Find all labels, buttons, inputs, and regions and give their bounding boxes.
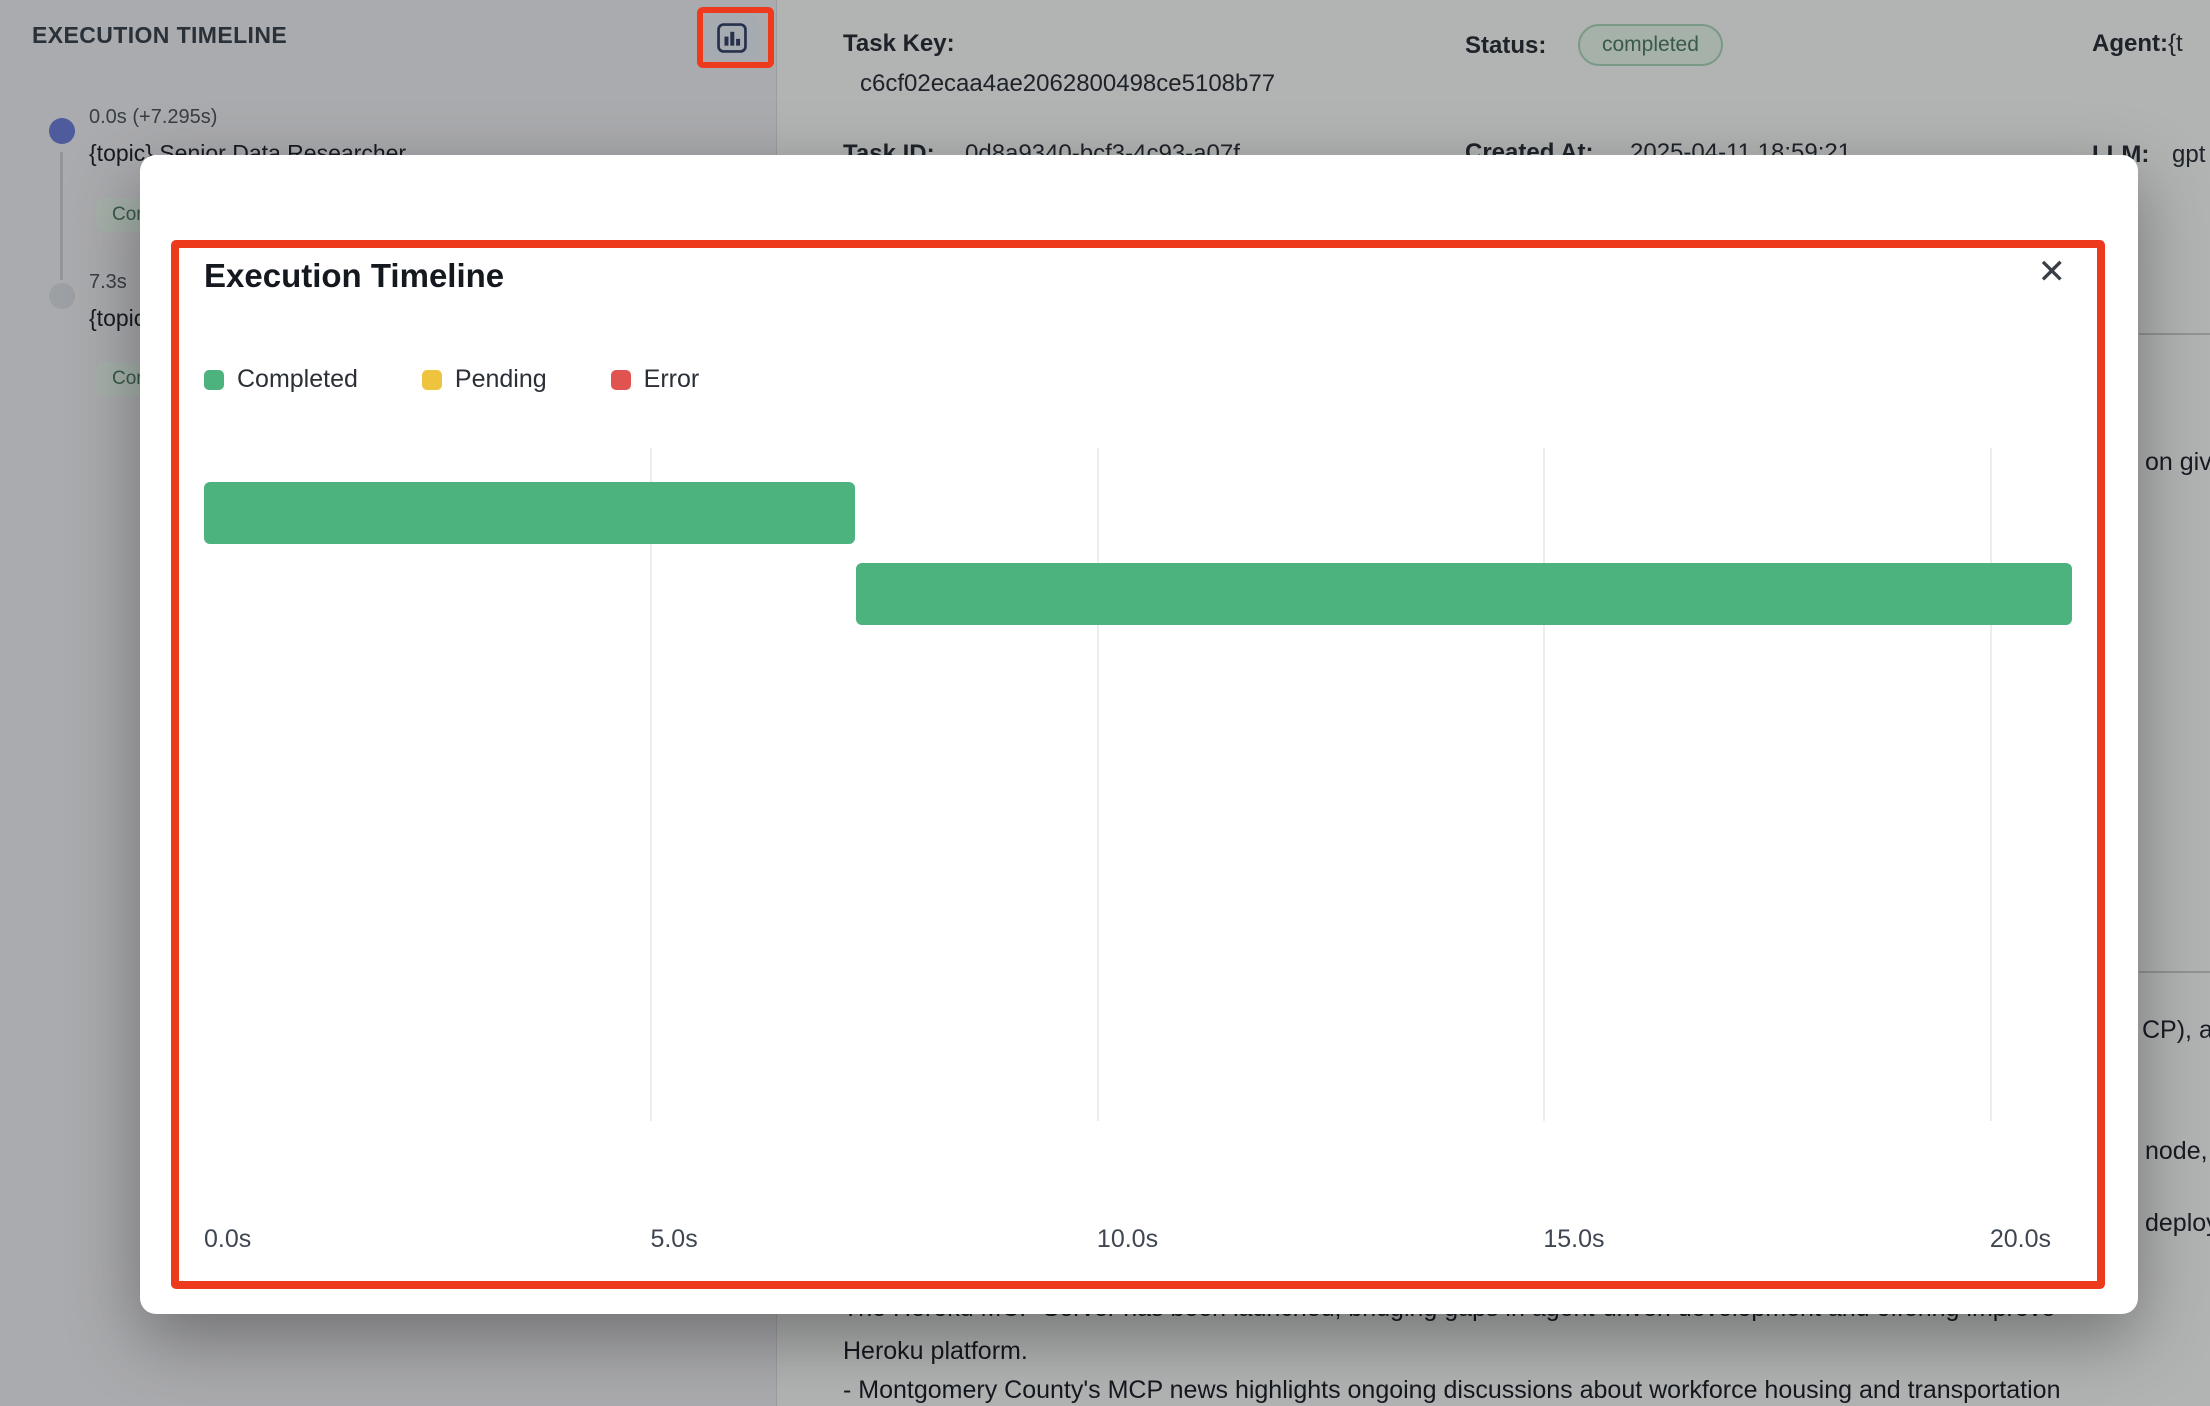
text-fragment: on giv — [2145, 448, 2210, 476]
timeline-connector-line — [60, 152, 63, 280]
gantt-bar-completed[interactable] — [204, 482, 856, 544]
gridline — [650, 448, 653, 1121]
legend-item-error: Error — [610, 365, 700, 394]
text-fragment: node, — [2145, 1137, 2208, 1165]
legend-label: Completed — [237, 365, 358, 393]
sidebar-title: EXECUTION TIMELINE — [32, 22, 288, 48]
gridline — [1096, 448, 1099, 1121]
axis-tick-label: 15.0s — [1543, 1225, 1605, 1253]
bar-chart-icon — [715, 21, 749, 55]
legend-label: Pending — [454, 365, 547, 393]
modal-title: Execution Timeline — [204, 257, 505, 294]
text-fragment: CP), a — [2142, 1016, 2210, 1044]
llm-value: gpt — [2172, 141, 2206, 168]
pending-swatch-icon — [421, 369, 442, 390]
task-key-value: c6cf02ecaa4ae2062800498ce5108b77 — [860, 70, 1276, 97]
divider — [2139, 971, 2210, 973]
event-time: 0.0s (+7.295s) — [89, 106, 218, 128]
timeline-dot-active — [49, 118, 75, 144]
legend-label: Error — [643, 365, 700, 393]
agent-label: Agent: — [2092, 30, 2168, 57]
gantt-bar-completed[interactable] — [855, 563, 2072, 625]
gantt-axis: 0.0s 5.0s 10.0s 15.0s 20.0s — [204, 1225, 2072, 1259]
legend-item-completed: Completed — [204, 365, 358, 394]
gantt-plot — [204, 448, 2072, 1121]
completed-swatch-icon — [204, 369, 224, 390]
legend-item-pending: Pending — [421, 365, 547, 394]
gridline — [1989, 448, 1992, 1121]
axis-tick-label: 20.0s — [1989, 1225, 2052, 1253]
axis-tick-label: 10.0s — [1096, 1225, 1159, 1253]
event-time: 7.3s — [89, 271, 127, 293]
error-swatch-icon — [610, 369, 631, 390]
axis-tick-label: 0.0s — [204, 1225, 252, 1253]
execution-timeline-modal: Execution Timeline ✕ Completed Pending E… — [140, 155, 2138, 1314]
task-key-label: Task Key: — [843, 30, 955, 57]
timeline-dot-inactive — [49, 283, 75, 309]
timeline-chart-icon-button[interactable] — [705, 14, 758, 61]
close-icon[interactable]: ✕ — [2037, 253, 2067, 291]
text-fragment: deploy — [2145, 1209, 2210, 1237]
gridline — [1543, 448, 1546, 1121]
result-text-line: Heroku platform. — [843, 1337, 1028, 1365]
axis-tick-label: 5.0s — [650, 1225, 698, 1253]
divider — [2139, 333, 2210, 335]
result-text-line: - Montgomery County's MCP news highlight… — [843, 1376, 2061, 1404]
agent-value: {t — [2168, 30, 2183, 57]
status-badge: completed — [1578, 24, 1723, 66]
chart-legend: Completed Pending Error — [204, 365, 699, 394]
status-label: Status: — [1465, 32, 1547, 59]
